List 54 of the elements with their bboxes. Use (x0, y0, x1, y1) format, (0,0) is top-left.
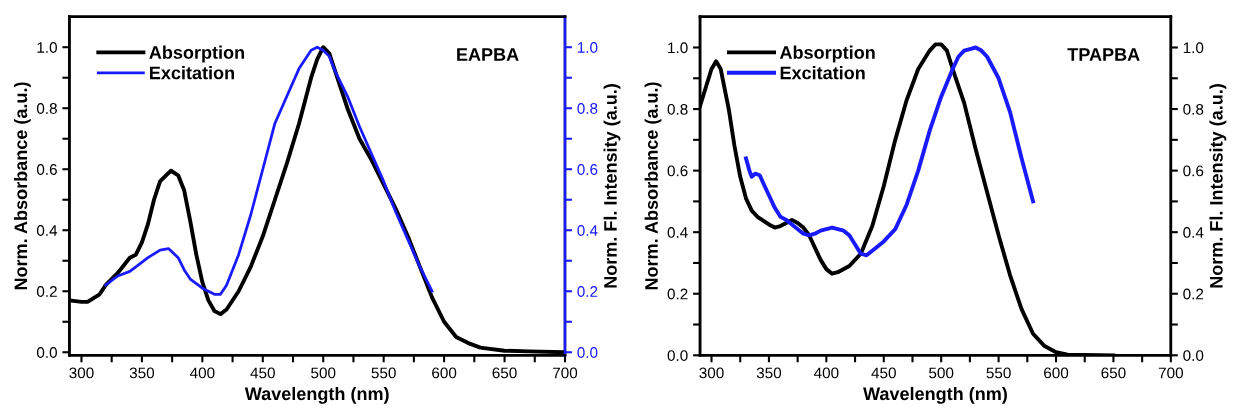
legend-label: Excitation (150, 66, 234, 80)
y2-tick-label: 1.0 (577, 42, 598, 53)
y-tick-label: 1.0 (37, 42, 57, 53)
x-axis-title: Wavelength (nm) (244, 386, 389, 404)
y2-tick-label: 0.0 (1183, 350, 1204, 361)
x-tick-label: 700 (1158, 367, 1183, 379)
y2-tick-label: 0.4 (577, 225, 598, 236)
y2-tick-label: 0.2 (577, 286, 598, 297)
y2-tick-label: 0.0 (577, 347, 598, 358)
x-tick-label: 400 (189, 367, 215, 379)
y-tick-label: 1.0 (668, 42, 688, 54)
x-tick-label: 400 (813, 367, 839, 379)
y-tick-label: 0.8 (36, 103, 57, 114)
y2-tick-label: 0.2 (1183, 288, 1204, 300)
x-tick-label: 500 (311, 367, 336, 379)
x-tick-label: 550 (371, 367, 396, 379)
y-tick-label: 0.8 (667, 103, 688, 115)
y2-tick-label: 0.6 (577, 164, 598, 175)
annotation: TPAPBA (1067, 48, 1140, 61)
x-tick-label: 450 (250, 367, 275, 379)
x-tick-label: 350 (756, 367, 782, 379)
y2-axis-title: Norm. Fl. Intensity (a.u.) (603, 84, 621, 288)
x-tick-label: 300 (69, 367, 94, 379)
y-tick-label: 0.0 (667, 350, 688, 361)
x-tick-label: 600 (432, 367, 457, 379)
x-tick-label: 450 (871, 367, 896, 379)
y-axis-title: Norm. Absorbance (a.u.) (644, 82, 662, 290)
y2-tick-label: 1.0 (1183, 42, 1204, 54)
x-tick-label: 650 (492, 367, 517, 379)
y2-tick-label: 0.6 (1183, 165, 1204, 177)
legend-label: Absorption (149, 45, 244, 63)
x-tick-label: 500 (929, 367, 954, 379)
x-tick-label: 600 (1044, 367, 1069, 379)
y-tick-label: 0.4 (667, 227, 688, 238)
y-tick-label: 0.2 (667, 288, 688, 300)
y-tick-label: 0.0 (36, 347, 57, 358)
x-tick-label: 650 (1101, 367, 1126, 379)
y2-axis-title: Norm. Fl. Intensity (a.u.) (1209, 84, 1227, 288)
x-tick-label: 300 (699, 367, 724, 379)
x-tick-label: 350 (129, 367, 155, 379)
y2-tick-label: 0.8 (1183, 103, 1204, 115)
x-axis-title: Wavelength (nm) (863, 386, 1007, 404)
y-tick-label: 0.6 (667, 165, 688, 177)
x-tick-label: 700 (553, 367, 578, 379)
y-axis-title: Norm. Absorbance (a.u.) (13, 82, 31, 290)
annotation: EAPBA (457, 48, 519, 61)
y-tick-label: 0.4 (36, 225, 58, 236)
legend-label: Absorption (779, 45, 875, 63)
y-tick-label: 0.2 (36, 286, 57, 297)
x-tick-label: 550 (986, 367, 1011, 379)
legend-label: Excitation (780, 66, 865, 80)
y2-tick-label: 0.8 (577, 103, 598, 114)
y-tick-label: 0.6 (36, 164, 57, 175)
y2-tick-label: 0.4 (1183, 227, 1204, 238)
